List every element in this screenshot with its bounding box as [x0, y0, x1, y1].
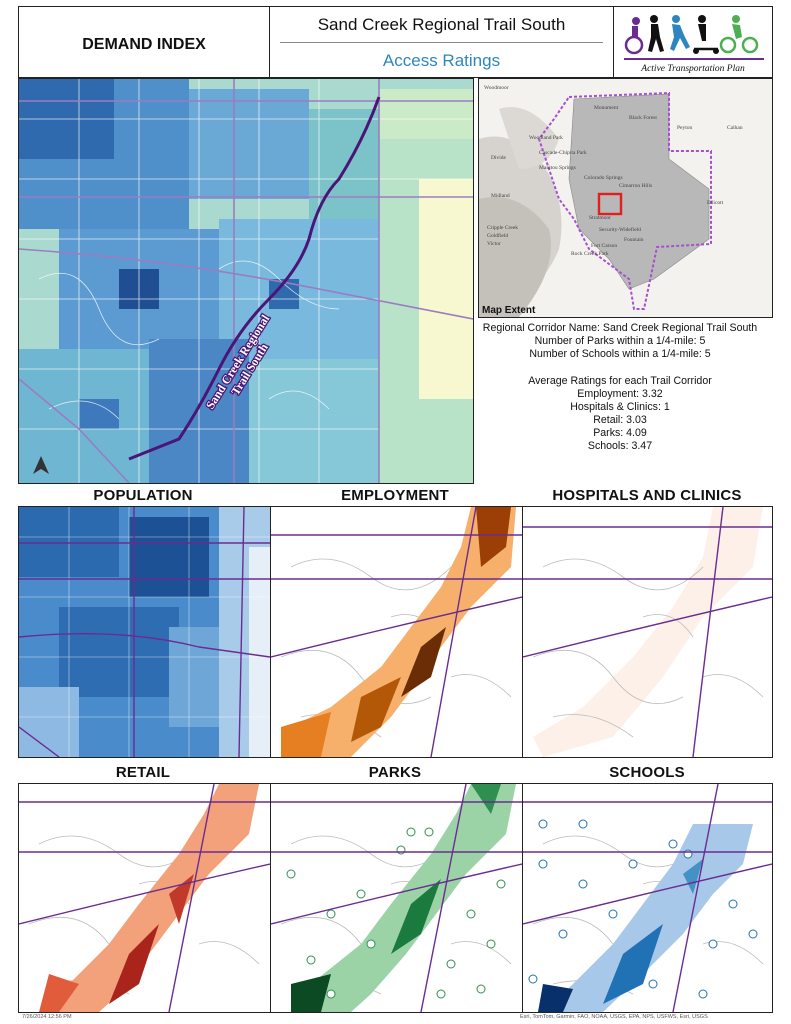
corridor-name: Regional Corridor Name: Sand Creek Regio… — [482, 322, 758, 334]
svg-text:Woodmoor: Woodmoor — [484, 85, 509, 91]
print-date: 7/26/2024 12:56 PM — [22, 1014, 72, 1020]
demand-index-map[interactable]: Sand Creek Regional Trail South — [18, 78, 474, 484]
parks-title: PARKS — [368, 764, 422, 781]
hospitals-map[interactable] — [522, 506, 773, 758]
svg-text:Midland: Midland — [491, 193, 510, 199]
header-center-cell: Sand Creek Regional Trail South Access R… — [269, 6, 614, 78]
scooter-rider-icon — [693, 15, 719, 54]
svg-text:Manitou Springs: Manitou Springs — [539, 165, 576, 171]
retail-title: RETAIL — [115, 764, 171, 781]
retail-map[interactable] — [18, 783, 271, 1013]
map-extent-box — [597, 192, 623, 216]
population-title: POPULATION — [93, 487, 193, 504]
parks-corridor — [291, 784, 516, 1012]
svg-text:Monument: Monument — [594, 105, 619, 111]
employment-title: EMPLOYMENT — [341, 487, 449, 504]
place-labels: Woodmoor Monument Black Forest Peyton Ca… — [484, 85, 743, 257]
north-arrow-icon — [33, 456, 49, 474]
page-title: Sand Creek Regional Trail South — [317, 15, 566, 34]
svg-text:Fountain: Fountain — [624, 237, 644, 243]
svg-text:Colorado Springs: Colorado Springs — [584, 175, 623, 181]
retail-corridor — [49, 784, 259, 1012]
active-transportation-logo: Active Transportation Plan — [624, 15, 764, 74]
header-left-cell: DEMAND INDEX — [18, 6, 270, 78]
parks-rating: Parks: 4.09 — [593, 427, 647, 439]
park-markers — [286, 827, 506, 999]
svg-text:Cripple Creek: Cripple Creek — [487, 225, 518, 231]
demand-index-blocks — [19, 79, 473, 483]
schools-rating: Schools: 3.47 — [587, 440, 653, 452]
svg-text:Rock Creek Park: Rock Creek Park — [571, 251, 609, 257]
employment-corridor — [281, 507, 516, 757]
svg-text:Goldfield: Goldfield — [487, 232, 508, 239]
street-network — [19, 79, 473, 483]
hospitals-rating: Hospitals & Clinics: 1 — [570, 401, 670, 413]
employment-rating: Employment: 3.32 — [577, 388, 663, 400]
plan-boundary — [537, 91, 712, 310]
svg-text:Woodland Park: Woodland Park — [529, 135, 563, 141]
map-extent-label: Map Extent — [482, 305, 536, 316]
hospitals-title: HOSPITALS AND CLINICS — [552, 487, 742, 504]
trail-line — [128, 96, 381, 461]
schools-map[interactable] — [522, 783, 773, 1013]
logo-text: Active Transportation Plan — [640, 64, 745, 74]
extent-map[interactable]: Woodmoor Monument Black Forest Peyton Ca… — [478, 78, 773, 318]
parks-count: Number of Parks within a 1/4-mile: 5 — [534, 335, 706, 347]
svg-text:Stratmoor: Stratmoor — [589, 215, 611, 221]
svg-text:Cascade-Chipita Park: Cascade-Chipita Park — [539, 150, 587, 156]
retail-rating: Retail: 3.03 — [593, 414, 647, 426]
svg-text:Fort Carson: Fort Carson — [591, 243, 617, 249]
population-map[interactable] — [18, 506, 271, 758]
title-divider — [280, 42, 603, 43]
schools-count: Number of Schools within a 1/4-mile: 5 — [529, 348, 711, 360]
wheelchair-user-icon — [624, 17, 644, 55]
svg-text:Calhan: Calhan — [727, 125, 743, 131]
page-subtitle: Access Ratings — [382, 51, 501, 70]
svg-text:Peyton: Peyton — [677, 125, 693, 131]
svg-text:Divide: Divide — [491, 155, 507, 161]
demand-index-title: DEMAND INDEX — [82, 36, 206, 53]
average-ratings-heading: Average Ratings for each Trail Corridor — [528, 375, 712, 387]
svg-text:Ellicott: Ellicott — [707, 200, 724, 206]
employment-map[interactable] — [270, 506, 523, 758]
corridor-info: Regional Corridor Name: Sand Creek Regio… — [470, 322, 770, 453]
runner-icon — [670, 15, 690, 51]
svg-text:Black Forest: Black Forest — [629, 115, 657, 121]
svg-text:Security-Widefield: Security-Widefield — [599, 226, 641, 233]
walker-icon — [648, 15, 664, 52]
svg-text:Cimarron Hills: Cimarron Hills — [619, 183, 652, 189]
parks-map[interactable] — [270, 783, 523, 1013]
map-credits: Esri, TomTom, Garmin, FAO, NOAA, USGS, E… — [520, 1014, 708, 1020]
el-paso-urban-area — [568, 93, 710, 290]
schools-title: SCHOOLS — [609, 764, 685, 781]
header-logo-cell: Active Transportation Plan — [613, 6, 773, 78]
svg-text:Victor: Victor — [487, 241, 501, 247]
cyclist-icon — [719, 15, 759, 54]
arterial-roads — [19, 79, 473, 483]
